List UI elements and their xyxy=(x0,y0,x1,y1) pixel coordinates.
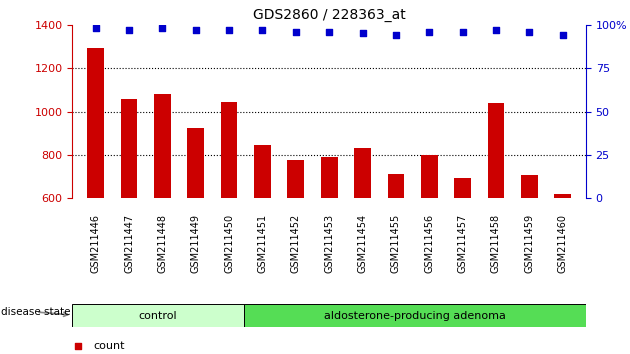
Point xyxy=(291,29,301,35)
Bar xyxy=(421,155,437,329)
Text: GSM211458: GSM211458 xyxy=(491,214,501,273)
Point xyxy=(491,27,501,33)
Point xyxy=(424,29,434,35)
Bar xyxy=(488,103,504,329)
Text: GSM211452: GSM211452 xyxy=(291,214,301,273)
Bar xyxy=(254,145,271,329)
Point xyxy=(457,29,467,35)
Bar xyxy=(72,304,244,327)
Text: GSM211454: GSM211454 xyxy=(357,214,367,273)
Text: GSM211446: GSM211446 xyxy=(91,214,101,273)
Bar xyxy=(354,148,371,329)
Text: GSM211448: GSM211448 xyxy=(158,214,168,273)
Bar xyxy=(554,194,571,329)
Text: GSM211457: GSM211457 xyxy=(457,214,467,273)
Bar xyxy=(154,94,171,329)
Point xyxy=(191,27,201,33)
Bar xyxy=(521,176,537,329)
Text: GSM211456: GSM211456 xyxy=(424,214,434,273)
Text: count: count xyxy=(93,341,125,351)
Text: GSM211451: GSM211451 xyxy=(258,214,268,273)
Text: aldosterone-producing adenoma: aldosterone-producing adenoma xyxy=(324,311,506,321)
Text: GSM211453: GSM211453 xyxy=(324,214,334,273)
Text: GSM211459: GSM211459 xyxy=(524,214,534,273)
Text: GSM211449: GSM211449 xyxy=(191,214,201,273)
Point xyxy=(524,29,534,35)
Text: GSM211455: GSM211455 xyxy=(391,214,401,273)
Text: control: control xyxy=(139,311,177,321)
Title: GDS2860 / 228363_at: GDS2860 / 228363_at xyxy=(253,8,406,22)
Point xyxy=(391,32,401,38)
Point xyxy=(357,30,367,36)
Point xyxy=(258,27,268,33)
Point xyxy=(224,27,234,33)
Point xyxy=(72,343,83,349)
Point xyxy=(558,32,568,38)
Bar xyxy=(221,102,238,329)
Point xyxy=(324,29,334,35)
Bar xyxy=(244,304,586,327)
Text: GSM211460: GSM211460 xyxy=(558,214,568,273)
Text: GSM211450: GSM211450 xyxy=(224,214,234,273)
Point xyxy=(158,25,168,31)
Bar xyxy=(387,175,404,329)
Bar xyxy=(121,98,137,329)
Point xyxy=(91,25,101,31)
Point xyxy=(124,27,134,33)
Bar xyxy=(321,157,338,329)
Bar xyxy=(188,128,204,329)
Text: GSM211447: GSM211447 xyxy=(124,214,134,273)
Bar xyxy=(287,160,304,329)
Bar xyxy=(454,178,471,329)
Text: disease state: disease state xyxy=(1,307,71,317)
Bar xyxy=(88,47,104,329)
